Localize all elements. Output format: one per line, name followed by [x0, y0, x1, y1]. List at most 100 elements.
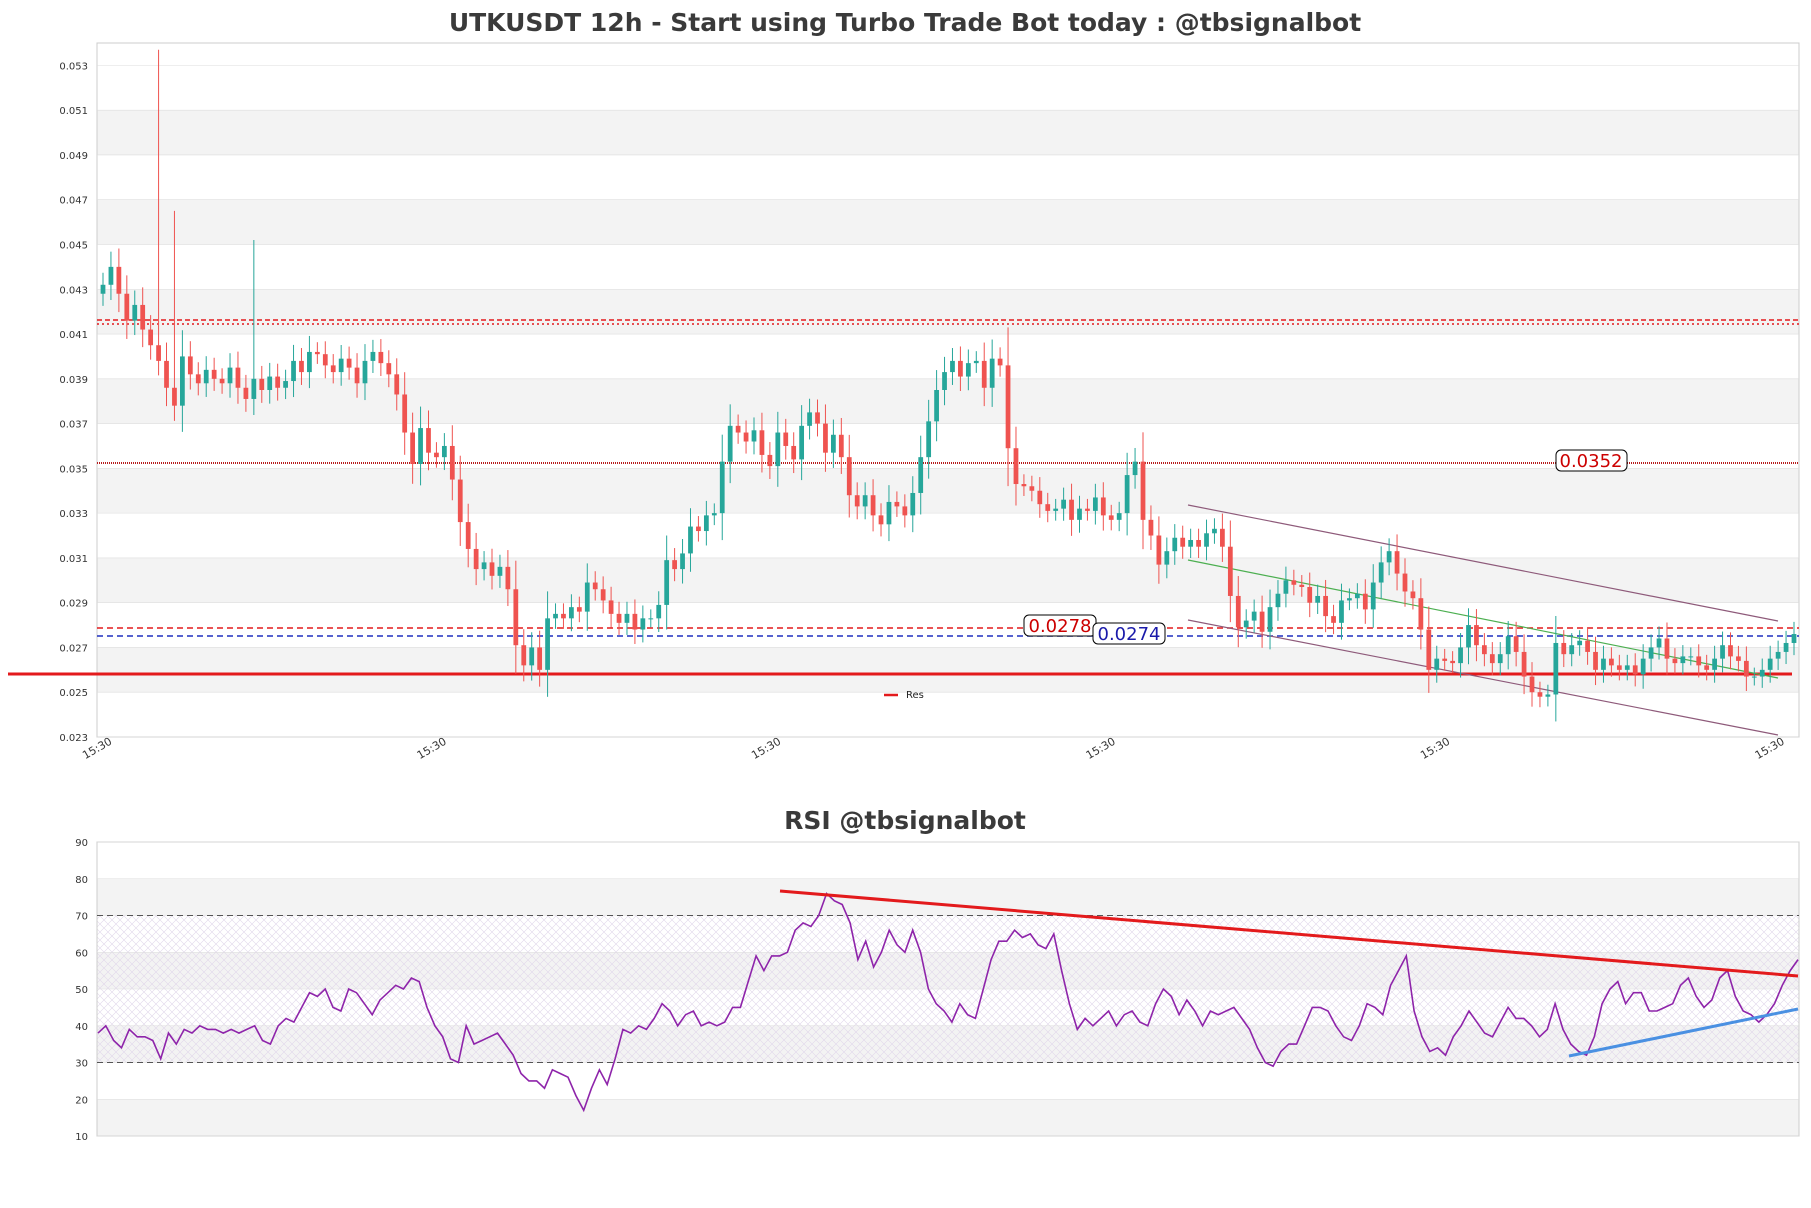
main-y-tick-label: 0.047	[59, 196, 88, 207]
candle-body	[203, 369, 209, 384]
candle-body	[648, 618, 654, 620]
candle-body	[164, 360, 169, 388]
candle-body	[1712, 658, 1717, 670]
candle-body	[624, 613, 630, 623]
candle-body	[156, 345, 161, 361]
main-y-tick-label: 0.023	[59, 733, 88, 744]
candle-body	[1378, 562, 1384, 583]
rsi-band	[97, 878, 1799, 916]
rsi-y-tick-label: 20	[75, 1095, 88, 1106]
candle-body	[926, 421, 932, 458]
rsi-series-line	[97, 892, 1799, 1113]
rsi-bands	[97, 878, 1799, 1136]
candle-body	[1100, 497, 1106, 516]
candle-body	[1156, 535, 1162, 565]
candle-body	[1577, 640, 1583, 646]
candle-body	[434, 452, 439, 458]
candle-body	[227, 367, 233, 384]
main-x-tick-label: 15:30	[1084, 735, 1118, 762]
candle-body	[973, 360, 979, 364]
main-y-tick-label: 0.043	[59, 285, 88, 296]
candle-body	[775, 432, 781, 467]
candle-body	[902, 506, 908, 516]
main-x-tick-label: 15:30	[749, 735, 783, 762]
candle-body	[592, 582, 598, 590]
candle-body	[894, 501, 900, 507]
legend-res-label: Res	[906, 690, 924, 701]
candle-body	[1347, 598, 1352, 601]
candle-body	[1299, 584, 1305, 588]
candle-body	[394, 374, 400, 395]
candle-body	[1188, 539, 1194, 547]
candle-body	[1696, 656, 1702, 666]
candle-body	[1029, 486, 1035, 491]
candle-body	[291, 360, 296, 382]
candle-body	[1450, 660, 1456, 664]
candle-body	[759, 430, 765, 455]
candle-body	[1537, 692, 1543, 697]
candle-body	[116, 266, 122, 294]
candle-body	[838, 434, 844, 458]
candle-body	[513, 589, 519, 646]
candle-body	[449, 445, 455, 480]
candle-body	[322, 354, 328, 366]
main-x-tick-label: 15:30	[1753, 735, 1787, 762]
main-y-tick-label: 0.027	[59, 643, 88, 654]
candle-body	[767, 454, 773, 467]
candle-body	[1458, 647, 1463, 664]
candle-body	[481, 562, 487, 570]
candle-body	[1481, 645, 1487, 655]
candle-body	[1283, 580, 1289, 594]
candle-body	[1402, 573, 1408, 592]
candle-body	[1116, 513, 1122, 520]
rsi-y-tick-label: 90	[75, 838, 88, 849]
price-tag-0352: 0.0352	[1555, 449, 1628, 472]
candle-body	[314, 351, 320, 355]
candle-body	[1180, 537, 1186, 547]
candle-body	[1704, 665, 1710, 670]
candle-body	[1092, 497, 1098, 511]
candle-body	[267, 376, 273, 390]
candle-body	[299, 360, 304, 373]
candle-body	[616, 613, 622, 623]
candle-body	[1354, 593, 1360, 599]
candle-body	[1521, 651, 1527, 677]
candle-body	[799, 425, 805, 460]
candle-body	[1434, 658, 1440, 670]
candle-body	[1474, 625, 1479, 646]
candle-body	[1466, 625, 1471, 648]
candle-body	[680, 553, 685, 570]
candle-body	[791, 445, 797, 460]
candle-body	[132, 304, 138, 321]
candle-body	[656, 604, 662, 619]
candle-body	[354, 367, 360, 384]
candle-body	[1680, 656, 1686, 664]
candle-body	[172, 387, 177, 406]
candle-body	[529, 647, 535, 666]
main-y-axis: 0.023 0.025 0.027 0.029 0.031 0.033 0.035 0.037…	[59, 61, 1799, 744]
candle-body	[362, 360, 368, 384]
rsi-y-tick-label: 10	[75, 1132, 88, 1143]
candle-body	[1307, 587, 1313, 603]
candle-body	[1013, 448, 1019, 485]
candle-body	[330, 365, 336, 373]
candle-body	[1426, 629, 1432, 670]
candle-body	[545, 618, 550, 670]
candle-body	[1212, 528, 1217, 534]
price-tag-0274-text: 0.0274	[1098, 624, 1161, 645]
candle-body	[1553, 642, 1559, 695]
candle-body	[1561, 642, 1567, 655]
main-x-tick-label: 15:30	[1418, 735, 1452, 762]
candle-body	[1609, 658, 1614, 666]
main-band	[97, 378, 1799, 424]
main-bands	[97, 110, 1799, 693]
rsi-y-tick-label: 30	[75, 1059, 88, 1070]
candle-body	[195, 374, 201, 384]
candle-body	[1624, 665, 1630, 670]
main-band	[97, 289, 1799, 335]
candle-body	[1370, 582, 1376, 610]
candle-body	[664, 560, 670, 605]
candle-body	[1124, 475, 1130, 514]
candle-body	[981, 360, 987, 388]
candle-body	[1569, 645, 1575, 655]
